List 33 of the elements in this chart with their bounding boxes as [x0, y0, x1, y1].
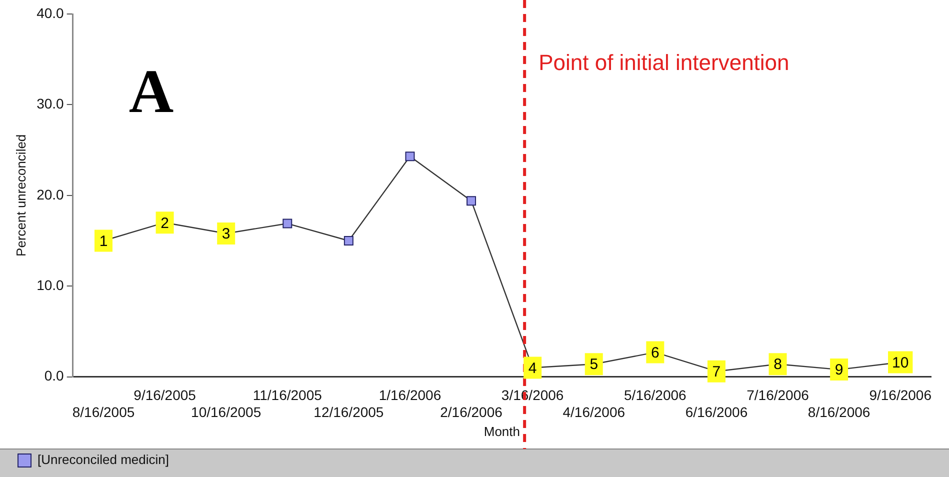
annotation: 9	[834, 362, 844, 379]
y-tick-label: 0.0	[44, 368, 64, 384]
x-tick-label: 4/16/2006	[562, 404, 626, 420]
y-tick-label: 40.0	[36, 4, 64, 21]
annotation: A	[128, 58, 174, 126]
y-tick-label: 20.0	[36, 186, 64, 202]
x-tick-label: 12/16/2005	[314, 404, 384, 420]
annotation: 8	[774, 356, 782, 374]
annotation: 2	[160, 214, 169, 232]
annotation: 6	[650, 344, 660, 362]
y-axis-title: Percent unreconciled	[13, 134, 28, 256]
x-tick-label: 5/16/2006	[624, 387, 687, 404]
x-axis-title: Month	[484, 424, 520, 439]
x-tick-label: 11/16/2005	[252, 387, 322, 404]
x-tick-label: 9/16/2006	[869, 387, 932, 404]
x-tick-label: 6/16/2006	[685, 404, 748, 420]
x-tick-label: 1/16/2006	[378, 387, 442, 404]
x-tick-label: 10/16/2005	[191, 404, 262, 420]
annotation: 4	[528, 360, 537, 377]
ref-line-label: Point of initial intervention	[538, 50, 790, 76]
annotation: 1	[99, 232, 108, 250]
annotation: 5	[590, 356, 598, 374]
y-tick-label: 10.0	[36, 276, 64, 293]
annotation: 3	[222, 226, 230, 243]
x-tick-label: 9/16/2005	[134, 387, 196, 404]
annotation: 7	[712, 364, 721, 380]
x-tick-label: 8/16/2006	[808, 404, 870, 420]
annotation: 10	[892, 354, 909, 372]
y-tick-label: 30.0	[36, 96, 64, 112]
x-tick-label: 2/16/2006	[440, 404, 503, 420]
legend-label: [Unreconciled medicin]	[38, 452, 170, 468]
x-tick-label: 7/16/2006	[746, 387, 810, 404]
x-tick-label: 8/16/2005	[72, 404, 135, 420]
